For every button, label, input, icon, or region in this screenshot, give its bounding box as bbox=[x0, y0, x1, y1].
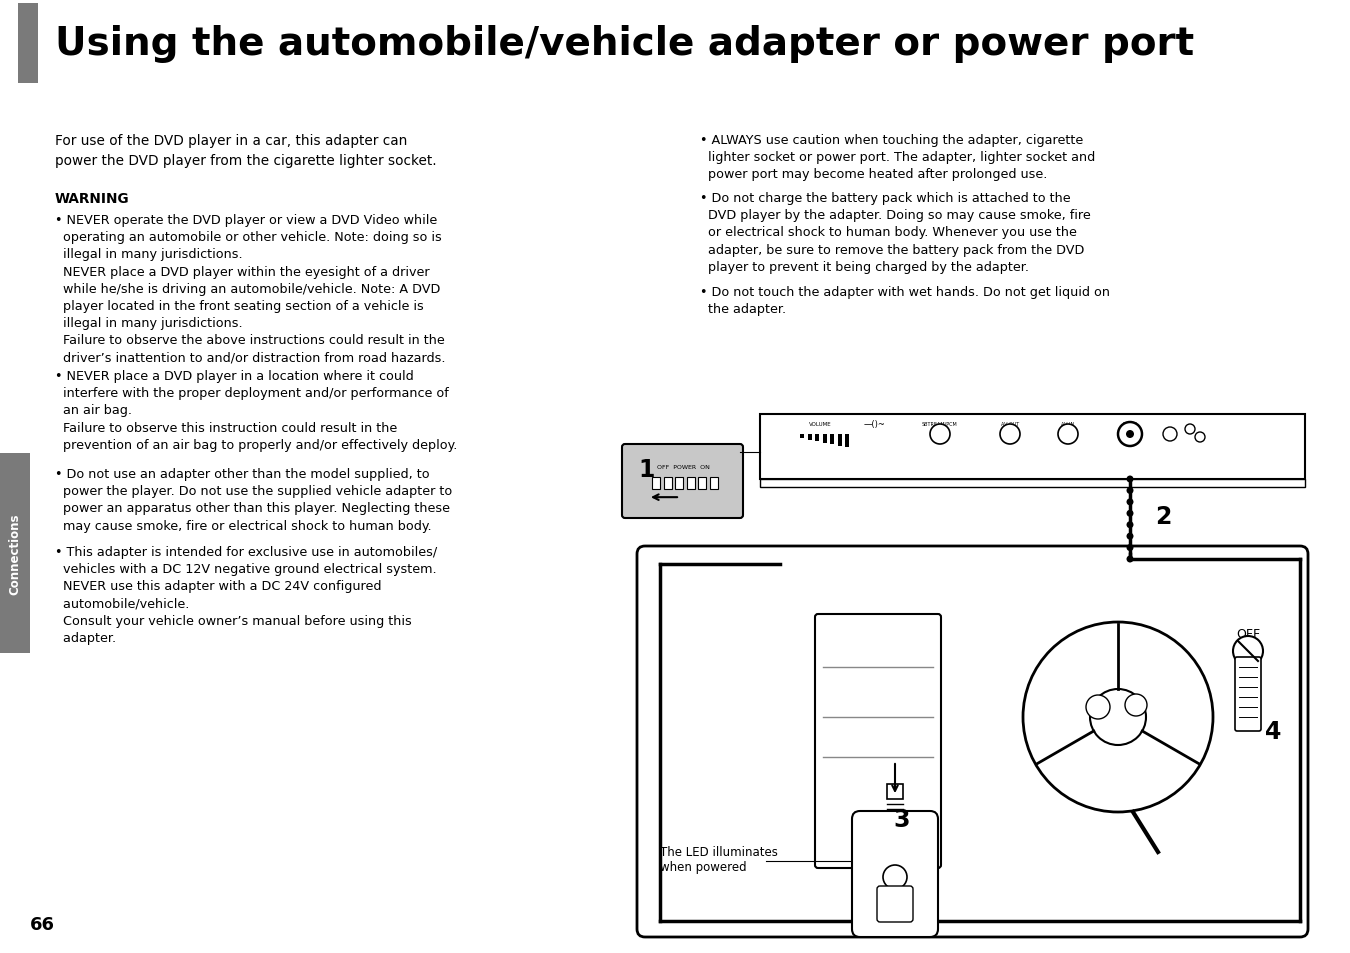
Circle shape bbox=[883, 865, 907, 889]
Bar bbox=[0, 454, 30, 654]
Circle shape bbox=[930, 424, 950, 444]
Text: AV IN: AV IN bbox=[1061, 421, 1075, 427]
FancyBboxPatch shape bbox=[1235, 658, 1261, 731]
Bar bbox=[652, 477, 660, 490]
Text: 2: 2 bbox=[1156, 504, 1172, 529]
Circle shape bbox=[1195, 433, 1206, 442]
Circle shape bbox=[1058, 424, 1079, 444]
Circle shape bbox=[1118, 422, 1142, 447]
Bar bbox=[760, 479, 1305, 488]
Text: SBTREAM/PCM: SBTREAM/PCM bbox=[922, 421, 958, 427]
Circle shape bbox=[1000, 424, 1021, 444]
Bar bbox=[18, 4, 38, 84]
Text: Using the automobile/vehicle adapter or power port: Using the automobile/vehicle adapter or … bbox=[55, 25, 1195, 63]
Circle shape bbox=[1089, 689, 1146, 745]
Circle shape bbox=[1125, 695, 1148, 717]
Text: For use of the DVD player in a car, this adapter can
power the DVD player from t: For use of the DVD player in a car, this… bbox=[55, 133, 436, 168]
Text: —()~: —()~ bbox=[864, 419, 886, 429]
Bar bbox=[710, 477, 718, 490]
Circle shape bbox=[1126, 521, 1134, 529]
Circle shape bbox=[1126, 544, 1134, 552]
Bar bbox=[760, 415, 1305, 479]
Bar bbox=[887, 784, 903, 800]
Circle shape bbox=[1126, 498, 1134, 506]
Circle shape bbox=[1023, 622, 1214, 812]
FancyBboxPatch shape bbox=[622, 444, 742, 518]
Text: OFF: OFF bbox=[1237, 628, 1260, 640]
Text: 66: 66 bbox=[30, 915, 55, 933]
Bar bbox=[807, 435, 811, 440]
Text: • ALWAYS use caution when touching the adapter, cigarette
  lighter socket or po: • ALWAYS use caution when touching the a… bbox=[701, 133, 1095, 181]
Text: 3: 3 bbox=[892, 807, 910, 831]
Bar bbox=[801, 435, 805, 438]
Circle shape bbox=[1126, 487, 1134, 495]
Bar bbox=[837, 435, 841, 446]
Circle shape bbox=[1126, 476, 1134, 483]
Circle shape bbox=[1126, 431, 1134, 438]
Circle shape bbox=[1185, 424, 1195, 435]
Text: • This adapter is intended for exclusive use in automobiles/
  vehicles with a D: • This adapter is intended for exclusive… bbox=[55, 545, 437, 644]
Circle shape bbox=[1233, 637, 1264, 666]
Circle shape bbox=[1126, 510, 1134, 517]
Text: DC IN: DC IN bbox=[1123, 421, 1137, 427]
Bar bbox=[822, 435, 826, 443]
Text: • Do not use an adapter other than the model supplied, to
  power the player. Do: • Do not use an adapter other than the m… bbox=[55, 468, 452, 532]
Bar bbox=[675, 477, 683, 490]
Text: AV OUT: AV OUT bbox=[1000, 421, 1019, 427]
Text: • NEVER operate the DVD player or view a DVD Video while
  operating an automobi: • NEVER operate the DVD player or view a… bbox=[55, 213, 446, 364]
FancyBboxPatch shape bbox=[815, 615, 941, 868]
Bar bbox=[698, 477, 706, 490]
Circle shape bbox=[1085, 696, 1110, 720]
Bar bbox=[845, 435, 849, 448]
Text: 1: 1 bbox=[639, 457, 655, 481]
Bar bbox=[687, 477, 695, 490]
Circle shape bbox=[1162, 428, 1177, 441]
Text: OFF  POWER  ON: OFF POWER ON bbox=[656, 464, 710, 469]
Text: • NEVER place a DVD player in a location where it could
  interfere with the pro: • NEVER place a DVD player in a location… bbox=[55, 370, 458, 452]
Bar bbox=[830, 435, 834, 444]
Bar bbox=[815, 435, 819, 441]
Text: 4: 4 bbox=[1265, 720, 1281, 743]
FancyBboxPatch shape bbox=[878, 886, 913, 923]
Text: • Do not charge the battery pack which is attached to the
  DVD player by the ad: • Do not charge the battery pack which i… bbox=[701, 192, 1091, 274]
Circle shape bbox=[1126, 533, 1134, 540]
Circle shape bbox=[1126, 556, 1134, 563]
Text: Connections: Connections bbox=[8, 513, 22, 594]
Text: • Do not touch the adapter with wet hands. Do not get liquid on
  the adapter.: • Do not touch the adapter with wet hand… bbox=[701, 286, 1110, 315]
FancyBboxPatch shape bbox=[852, 811, 938, 937]
Text: The LED illuminates
when powered: The LED illuminates when powered bbox=[660, 845, 778, 873]
Bar bbox=[664, 477, 671, 490]
Circle shape bbox=[871, 847, 886, 862]
Text: VOLUME: VOLUME bbox=[809, 421, 832, 427]
Text: WARNING: WARNING bbox=[55, 192, 130, 206]
